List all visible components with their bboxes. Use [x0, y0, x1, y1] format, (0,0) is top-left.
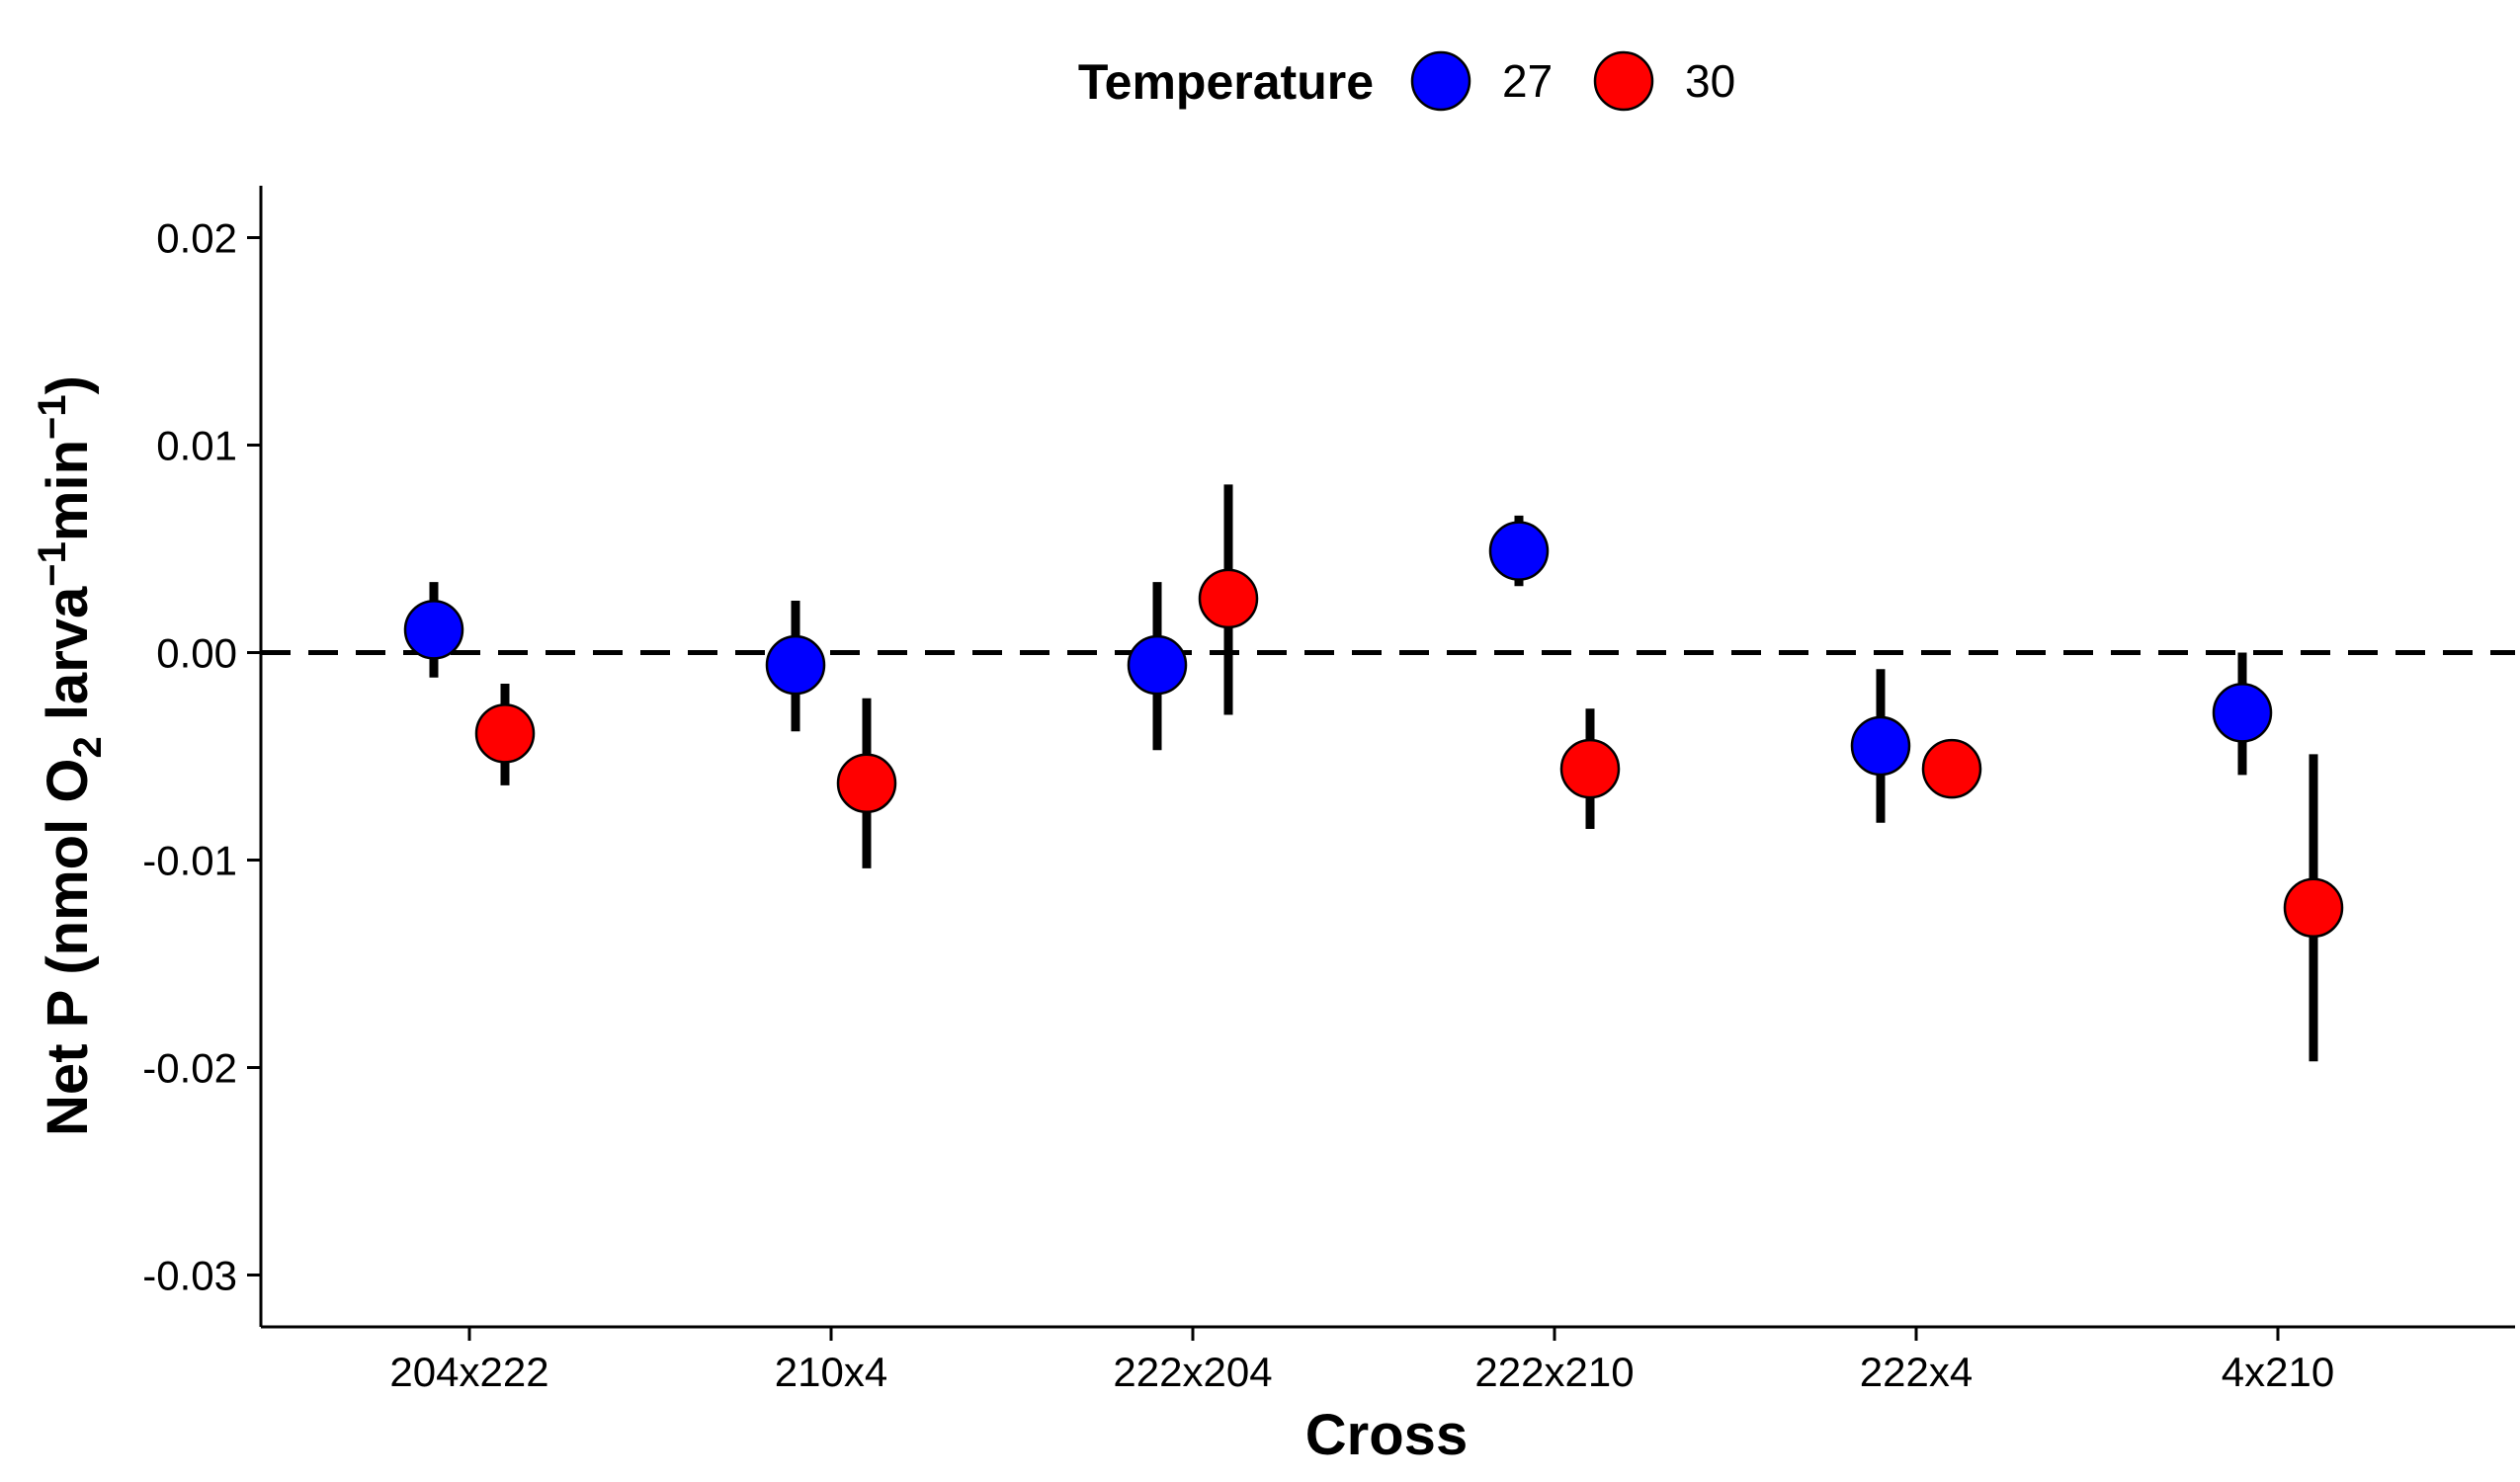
y-axis-title: Net P (nmol O2 larva−1min−1) — [31, 375, 110, 1136]
legend-title: Temperature — [1078, 54, 1374, 110]
data-point — [1921, 738, 1982, 799]
y-axis-title-part: −1 — [31, 394, 74, 440]
data-point — [1127, 634, 1188, 696]
data-point — [474, 703, 536, 764]
y-axis-title-part: min — [36, 440, 100, 541]
x-tick-label: 210x4 — [775, 1349, 887, 1395]
x-tick-label: 222x210 — [1474, 1349, 1634, 1395]
data-point — [1850, 715, 1911, 777]
y-tick-label: -0.03 — [142, 1253, 237, 1299]
y-axis-title-part: −1 — [31, 541, 74, 587]
y-tick-label: -0.02 — [142, 1045, 237, 1092]
legend-label: 27 — [1502, 55, 1553, 107]
data-point — [1488, 521, 1550, 581]
legend-key — [1593, 50, 1654, 112]
y-axis-title-part: 2 — [66, 736, 110, 758]
x-tick-label: 4x210 — [2222, 1349, 2334, 1395]
x-ticks: 204x222 210x4 222x204 222x210 222x4 4x210 — [389, 1327, 2334, 1395]
y-tick-label: 0.02 — [156, 215, 237, 262]
data-point — [2212, 683, 2273, 743]
data-point — [765, 634, 826, 696]
x-tick-label: 222x4 — [1860, 1349, 1973, 1395]
legend-key — [1410, 50, 1471, 112]
y-tick-label: 0.01 — [156, 423, 237, 469]
legend: Temperature 27 30 — [1078, 50, 1735, 112]
data-point — [836, 753, 897, 814]
y-tick-label: 0.00 — [156, 630, 237, 677]
y-axis-title-part: Net P (nmol O — [36, 759, 100, 1136]
data-marks — [403, 484, 2344, 1062]
x-axis-title: Cross — [1305, 1403, 1468, 1467]
legend-label: 30 — [1685, 55, 1735, 107]
y-axis-title-part: ) — [36, 375, 100, 394]
y-tick-label: -0.01 — [142, 838, 237, 884]
data-point — [1559, 738, 1621, 799]
x-tick-label: 222x204 — [1113, 1349, 1272, 1395]
data-point — [2283, 877, 2344, 939]
y-axis-title-part: larva — [36, 586, 100, 736]
x-tick-label: 204x222 — [389, 1349, 548, 1395]
y-ticks: 0.02 0.01 0.00 -0.01 -0.02 -0.03 — [142, 215, 261, 1299]
data-point — [1198, 568, 1259, 629]
data-point — [403, 600, 464, 660]
